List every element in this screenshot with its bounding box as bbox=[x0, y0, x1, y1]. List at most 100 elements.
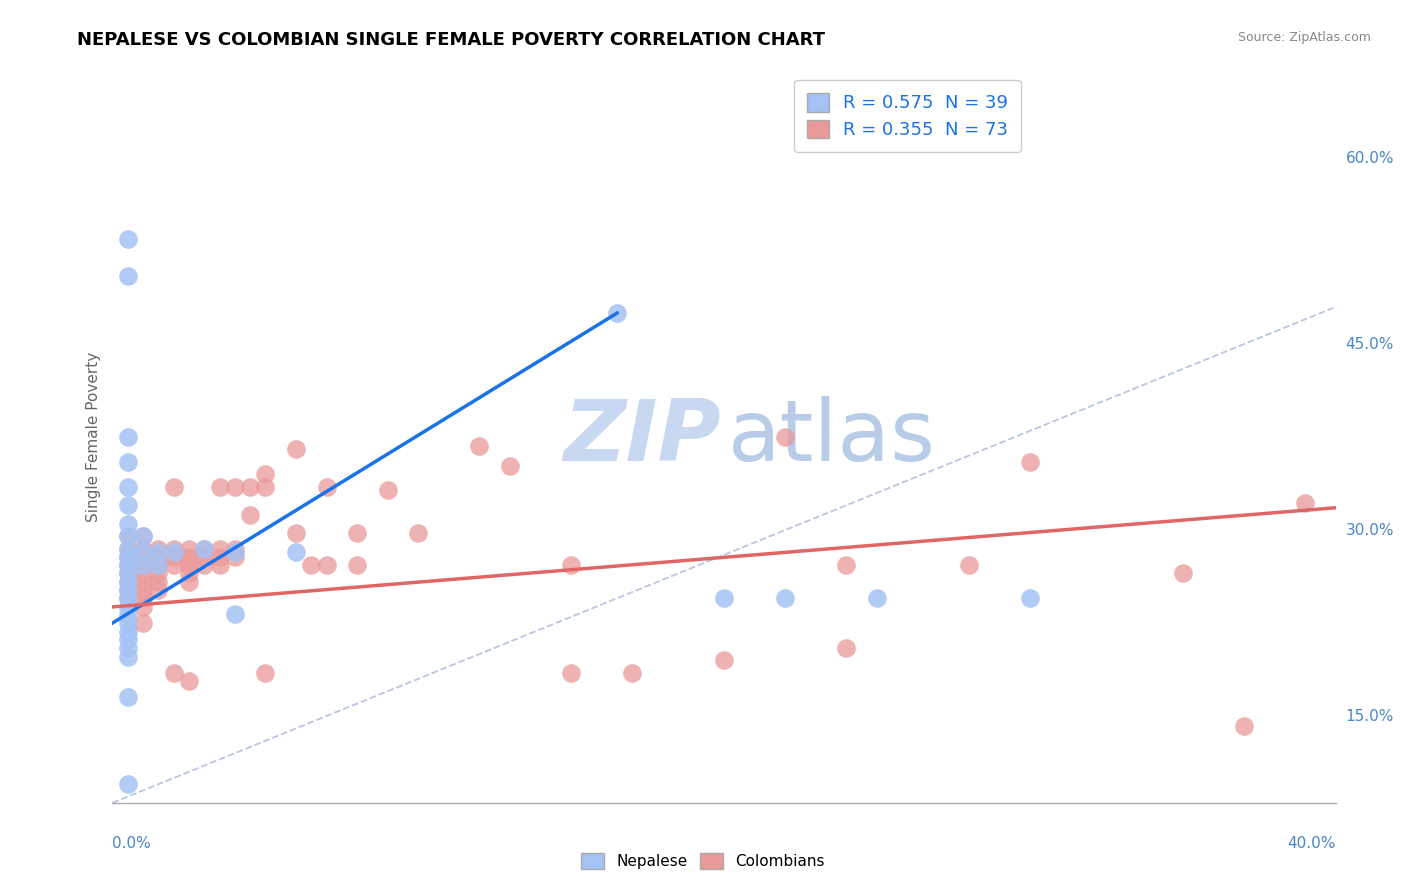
Point bbox=[1018, 591, 1040, 606]
Point bbox=[148, 582, 170, 597]
Point bbox=[117, 591, 139, 606]
Point bbox=[775, 591, 797, 606]
Point bbox=[239, 508, 262, 523]
Point bbox=[208, 558, 231, 572]
Point bbox=[132, 566, 155, 581]
Point bbox=[560, 558, 582, 572]
Point bbox=[163, 665, 186, 680]
Point bbox=[177, 575, 200, 590]
Point bbox=[957, 558, 980, 572]
Legend: R = 0.575  N = 39, R = 0.355  N = 73: R = 0.575 N = 39, R = 0.355 N = 73 bbox=[794, 80, 1021, 152]
Point bbox=[239, 480, 262, 494]
Point bbox=[193, 541, 215, 556]
Point bbox=[117, 640, 139, 655]
Point bbox=[132, 558, 155, 572]
Point bbox=[117, 575, 139, 590]
Text: 60.0%: 60.0% bbox=[1346, 151, 1393, 166]
Point bbox=[1171, 566, 1194, 581]
Point bbox=[193, 550, 215, 565]
Point bbox=[606, 306, 628, 320]
Point bbox=[177, 566, 200, 581]
Point bbox=[117, 550, 139, 565]
Point bbox=[713, 591, 735, 606]
Point bbox=[117, 566, 139, 581]
Point bbox=[148, 541, 170, 556]
Point bbox=[148, 558, 170, 572]
Point bbox=[163, 541, 186, 556]
Text: ZIP: ZIP bbox=[562, 395, 720, 479]
Point bbox=[117, 582, 139, 597]
Point bbox=[284, 442, 308, 457]
Y-axis label: Single Female Poverty: Single Female Poverty bbox=[86, 352, 101, 522]
Point bbox=[117, 558, 139, 572]
Point bbox=[299, 558, 322, 572]
Point bbox=[254, 480, 277, 494]
Point bbox=[284, 525, 308, 540]
Point bbox=[193, 558, 215, 572]
Point bbox=[117, 541, 139, 556]
Point bbox=[117, 599, 139, 614]
Point bbox=[117, 582, 139, 597]
Point bbox=[117, 268, 139, 283]
Point bbox=[117, 575, 139, 590]
Point bbox=[208, 480, 231, 494]
Point bbox=[193, 541, 215, 556]
Point bbox=[117, 632, 139, 647]
Point bbox=[408, 525, 430, 540]
Point bbox=[117, 480, 139, 494]
Point bbox=[117, 777, 139, 791]
Point bbox=[132, 545, 155, 559]
Point bbox=[117, 649, 139, 664]
Point bbox=[377, 483, 399, 498]
Legend: Nepalese, Colombians: Nepalese, Colombians bbox=[575, 847, 831, 875]
Text: 40.0%: 40.0% bbox=[1288, 836, 1336, 851]
Point bbox=[117, 455, 139, 469]
Point bbox=[117, 232, 139, 246]
Point bbox=[163, 558, 186, 572]
Point bbox=[132, 591, 155, 606]
Point bbox=[117, 430, 139, 444]
Point bbox=[208, 550, 231, 565]
Point bbox=[132, 575, 155, 590]
Point bbox=[148, 575, 170, 590]
Point bbox=[117, 529, 139, 543]
Point bbox=[560, 665, 582, 680]
Point bbox=[346, 558, 368, 572]
Point bbox=[117, 516, 139, 531]
Point bbox=[148, 545, 170, 559]
Point bbox=[775, 430, 797, 444]
Point bbox=[315, 480, 337, 494]
Point bbox=[224, 541, 246, 556]
Point bbox=[1018, 455, 1040, 469]
Point bbox=[132, 582, 155, 597]
Point bbox=[132, 541, 155, 556]
Point bbox=[468, 439, 491, 453]
Text: Source: ZipAtlas.com: Source: ZipAtlas.com bbox=[1237, 31, 1371, 45]
Point bbox=[117, 541, 139, 556]
Point bbox=[117, 550, 139, 565]
Point bbox=[132, 550, 155, 565]
Point bbox=[163, 550, 186, 565]
Point bbox=[284, 545, 308, 559]
Point bbox=[148, 550, 170, 565]
Point bbox=[177, 558, 200, 572]
Point bbox=[224, 550, 246, 565]
Point bbox=[254, 467, 277, 482]
Point bbox=[132, 529, 155, 543]
Point bbox=[1294, 496, 1316, 510]
Text: 45.0%: 45.0% bbox=[1346, 336, 1393, 351]
Text: 0.0%: 0.0% bbox=[112, 836, 152, 851]
Text: 30.0%: 30.0% bbox=[1346, 523, 1393, 538]
Point bbox=[1233, 719, 1256, 733]
Point bbox=[713, 653, 735, 667]
Point bbox=[117, 615, 139, 630]
Point bbox=[177, 674, 200, 689]
Point bbox=[163, 480, 186, 494]
Point bbox=[208, 541, 231, 556]
Point bbox=[224, 545, 246, 559]
Point bbox=[835, 640, 858, 655]
Point bbox=[117, 607, 139, 622]
Point bbox=[254, 665, 277, 680]
Point bbox=[177, 550, 200, 565]
Point bbox=[117, 624, 139, 639]
